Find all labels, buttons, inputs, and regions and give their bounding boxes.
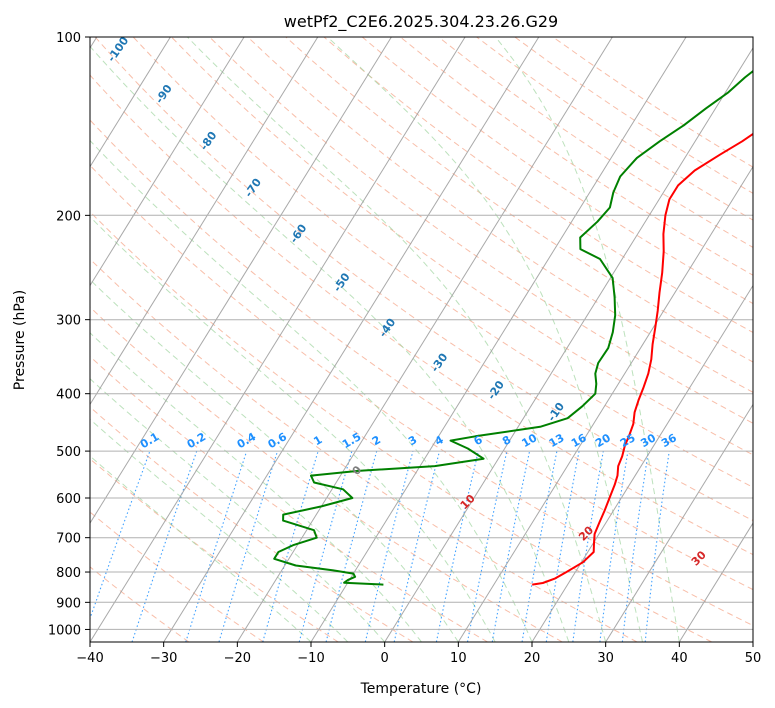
dry-adiabat: [90, 355, 488, 642]
dry-adiabat: [90, 119, 753, 591]
x-tick-label: −10: [297, 651, 324, 666]
moist-adiabat: [90, 418, 349, 642]
mixing-ratio-line: [131, 450, 198, 642]
x-tick-label: 40: [671, 651, 688, 666]
isotherm: [678, 522, 753, 642]
dry-adiabat: [90, 511, 264, 642]
x-tick-label: −20: [224, 651, 251, 666]
isotherm: [90, 37, 466, 642]
mixing-ratio-line: [90, 450, 151, 621]
dry-adiabat: [323, 37, 753, 334]
mixing-ratio-line: [262, 450, 319, 642]
isotherm: [384, 47, 753, 642]
x-axis-label: Temperature (°C): [360, 681, 482, 697]
dry-adiabat: [94, 37, 753, 522]
isotherm: [90, 37, 319, 406]
chart-title: wetPf2_C2E6.2025.304.23.26.G29: [284, 12, 558, 32]
dry-adiabat: [90, 258, 638, 642]
x-axis: −40 −30 −20 −10 0 10 20 30 40 50: [76, 642, 761, 666]
x-tick-label: 50: [745, 651, 762, 666]
moist-adiabat: [90, 279, 459, 642]
dewpoint-line: [273, 69, 753, 586]
y-tick-label: 900: [56, 596, 81, 611]
isotherm: [163, 37, 540, 642]
y-tick-label: 100: [56, 31, 81, 46]
moist-adiabat: [187, 37, 607, 642]
moist-adiabat: [90, 216, 496, 642]
mixing-ratio-line: [218, 450, 279, 642]
mixing-ratio-line: [599, 451, 629, 642]
y-axis: 100 200 300 400 500 600 700 800 900 1000: [48, 31, 90, 638]
dry-adiabat: [90, 211, 712, 642]
moist-adiabat: [90, 332, 422, 642]
dry-adiabat: [171, 37, 753, 456]
temperature-line: [532, 132, 753, 586]
y-axis-label: Pressure (hPa): [12, 290, 28, 390]
y-tick-label: 400: [56, 388, 81, 403]
y-tick-label: 1000: [48, 623, 81, 638]
mixing-ratio-line: [185, 450, 248, 642]
moist-adiabat: [90, 139, 533, 642]
isotherm: [236, 37, 613, 642]
dry-adiabat: [132, 37, 753, 488]
plot-frame: [89, 36, 754, 643]
mixing-ratio-line: [298, 450, 353, 642]
mixing-ratio-line: [572, 451, 604, 642]
dry-adiabat: [90, 306, 563, 642]
x-tick-label: 30: [597, 651, 614, 666]
background-lines: [90, 37, 753, 642]
mixing-ratio-line: [435, 450, 479, 642]
isotherm: [90, 37, 245, 287]
y-tick-label: 300: [56, 314, 81, 329]
y-tick-label: 600: [56, 492, 81, 507]
x-tick-label: −40: [76, 651, 103, 666]
isotherm: [457, 165, 753, 642]
y-tick-label: 700: [56, 532, 81, 547]
x-tick-label: 20: [524, 651, 541, 666]
mixing-ratio-line: [325, 450, 378, 642]
dry-adiabat: [90, 164, 753, 627]
y-tick-label: 200: [56, 209, 81, 224]
isotherm: [90, 37, 171, 168]
dry-adiabat: [90, 566, 190, 642]
x-tick-label: 10: [450, 651, 467, 666]
isotherm: [605, 403, 753, 642]
plot-background: [90, 37, 753, 642]
isotherm: [90, 37, 392, 525]
mixing-ratio-line: [621, 451, 650, 642]
x-tick-label: −30: [150, 651, 177, 666]
mixing-ratio-line: [644, 451, 670, 642]
sounding-series: [273, 69, 753, 586]
y-tick-label: 500: [56, 445, 81, 460]
x-tick-label: 0: [381, 651, 389, 666]
isotherm: [310, 37, 687, 642]
mixing-ratio-line: [364, 450, 414, 642]
moist-adiabat: [327, 37, 643, 642]
moist-adiabat: [90, 45, 570, 642]
moist-adiabat: [495, 37, 680, 642]
isotherm: [752, 641, 753, 642]
y-tick-label: 800: [56, 566, 81, 581]
dry-adiabat: [90, 458, 339, 642]
pressure-grid: [90, 37, 753, 630]
